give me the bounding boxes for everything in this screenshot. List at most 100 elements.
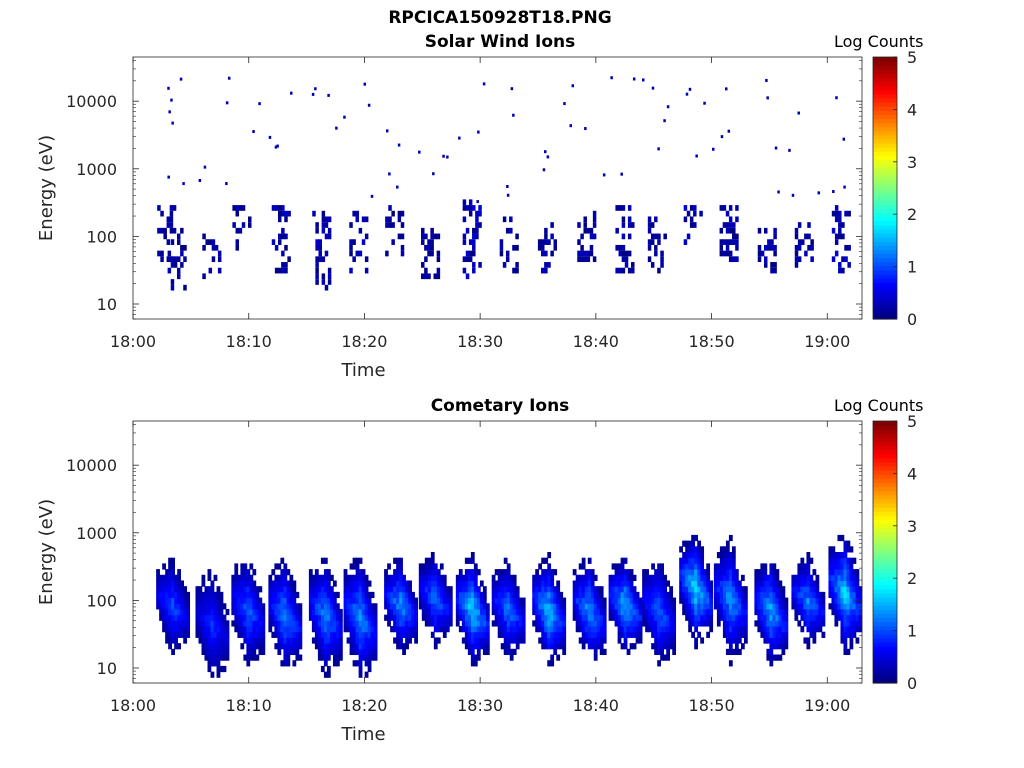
ci-cell bbox=[500, 586, 505, 593]
sw-cell bbox=[794, 250, 799, 257]
ci-cell bbox=[361, 591, 366, 599]
ci-cell bbox=[794, 608, 799, 616]
ci-cell bbox=[812, 620, 817, 627]
ci-cell bbox=[599, 591, 604, 599]
ci-cell bbox=[809, 586, 814, 593]
ci-cell bbox=[651, 603, 655, 610]
ci-cell bbox=[623, 580, 628, 587]
ci-cell bbox=[547, 552, 552, 559]
sw-cell bbox=[583, 216, 587, 223]
ci-cell bbox=[858, 608, 863, 616]
ci-cell bbox=[349, 580, 354, 587]
sw-cell bbox=[512, 267, 516, 274]
ci-cell bbox=[725, 580, 730, 587]
sw-cell bbox=[689, 222, 694, 228]
sw-speck bbox=[182, 182, 185, 186]
ci-cell bbox=[706, 569, 711, 576]
ci-cell bbox=[473, 660, 478, 667]
ci-cell bbox=[405, 637, 409, 644]
ci-cell bbox=[855, 614, 860, 621]
ci-cell bbox=[781, 620, 786, 627]
ci-cell bbox=[402, 614, 406, 621]
ci-cell bbox=[207, 614, 212, 621]
sw-cell bbox=[719, 239, 724, 245]
sw-cell bbox=[797, 239, 802, 245]
sw-cell bbox=[801, 239, 805, 245]
ci-cell bbox=[277, 626, 282, 633]
ci-cell bbox=[213, 631, 218, 638]
ci-cell bbox=[298, 631, 303, 638]
ci-cell bbox=[225, 654, 230, 661]
ci-cell bbox=[332, 626, 337, 633]
ci-cell bbox=[518, 631, 523, 638]
ci-cell bbox=[292, 626, 297, 633]
ci-cell bbox=[237, 603, 242, 610]
ci-cell bbox=[298, 626, 303, 633]
ci-cell bbox=[320, 591, 325, 599]
ci-cell bbox=[763, 608, 768, 616]
ci-cell bbox=[843, 546, 848, 553]
ci-cell bbox=[308, 574, 313, 581]
ci-cell bbox=[370, 620, 375, 627]
sw-cell bbox=[427, 273, 431, 280]
ci-cell bbox=[737, 614, 742, 621]
ci-cell bbox=[237, 620, 242, 627]
ci-cell bbox=[831, 580, 836, 587]
ci-cell bbox=[728, 563, 733, 570]
ci-cell bbox=[682, 569, 686, 576]
ci-cell bbox=[358, 637, 363, 644]
ci-cell bbox=[399, 603, 403, 610]
ci-cell bbox=[461, 586, 466, 593]
ci-cell bbox=[405, 631, 409, 638]
ci-cell bbox=[201, 637, 206, 644]
ci-cell bbox=[396, 603, 400, 610]
ci-cell bbox=[725, 620, 730, 627]
ci-cell bbox=[547, 631, 552, 638]
ci-cell bbox=[784, 608, 789, 616]
x-tick-label: 18:30 bbox=[457, 696, 503, 715]
ci-cell bbox=[476, 614, 481, 621]
ci-cell bbox=[329, 620, 334, 627]
ci-cell bbox=[162, 603, 166, 610]
ci-cell bbox=[408, 620, 412, 627]
ci-cell bbox=[596, 586, 601, 593]
ci-cell bbox=[289, 603, 294, 610]
sw-cell bbox=[468, 256, 473, 263]
ci-cell bbox=[252, 603, 257, 610]
sw-cell bbox=[624, 256, 629, 263]
ci-cell bbox=[509, 626, 514, 633]
ci-cell bbox=[694, 569, 699, 576]
ci-cell bbox=[663, 586, 668, 593]
ci-cell bbox=[688, 608, 692, 616]
ci-cell bbox=[614, 586, 619, 593]
ci-cell bbox=[311, 586, 316, 593]
ci-cell bbox=[171, 586, 175, 593]
ci-cell bbox=[657, 603, 661, 610]
ci-cell bbox=[393, 603, 397, 610]
ci-cell bbox=[849, 603, 854, 610]
sw-cell bbox=[592, 216, 597, 223]
ci-cell bbox=[651, 626, 655, 633]
sw-cell bbox=[586, 227, 591, 234]
ci-cell bbox=[593, 620, 598, 627]
ci-cell bbox=[329, 614, 334, 621]
ci-cell bbox=[858, 614, 863, 621]
ci-cell bbox=[234, 614, 239, 621]
ci-cell bbox=[760, 614, 765, 621]
ci-cell bbox=[207, 603, 212, 610]
sw-cell bbox=[586, 256, 591, 263]
ci-cell bbox=[171, 597, 175, 604]
ci-cell bbox=[156, 569, 160, 576]
ci-cell bbox=[280, 637, 285, 644]
ci-cell bbox=[283, 574, 288, 581]
sw-cell bbox=[618, 244, 623, 251]
ci-cell bbox=[728, 637, 733, 644]
ci-cell bbox=[506, 643, 511, 650]
ci-cell bbox=[364, 631, 369, 638]
sw-cell bbox=[180, 227, 184, 234]
ci-cell bbox=[479, 620, 484, 627]
ci-cell bbox=[544, 597, 549, 604]
sw-cell bbox=[844, 256, 848, 263]
ci-cell bbox=[358, 591, 363, 599]
colorbar-swatch bbox=[873, 511, 897, 516]
